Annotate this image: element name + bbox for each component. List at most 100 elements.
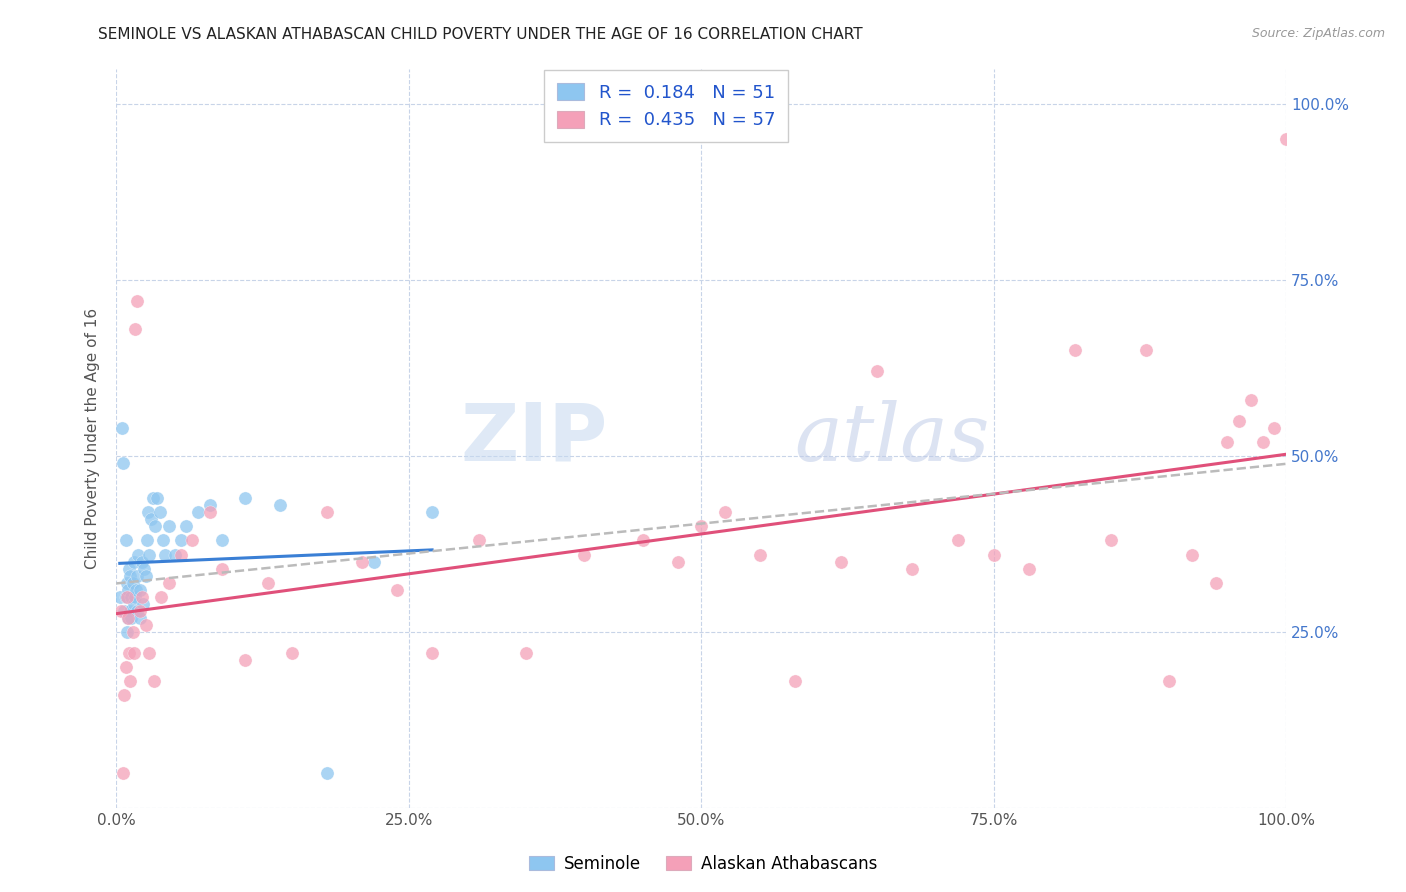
Point xyxy=(127,293,149,308)
Point xyxy=(350,555,373,569)
Text: Source: ZipAtlas.com: Source: ZipAtlas.com xyxy=(1251,27,1385,40)
Point xyxy=(187,505,209,519)
Point xyxy=(127,568,149,582)
Text: ZIP: ZIP xyxy=(460,400,607,477)
Point xyxy=(280,646,302,660)
Point xyxy=(783,674,806,689)
Point xyxy=(117,611,139,625)
Point xyxy=(1064,343,1087,358)
Point xyxy=(134,618,156,632)
Point xyxy=(122,555,145,569)
Point xyxy=(690,519,713,533)
Point xyxy=(111,421,134,435)
Point xyxy=(157,519,180,533)
Point xyxy=(233,491,256,505)
Point xyxy=(1099,533,1122,548)
Point xyxy=(420,505,443,519)
Point xyxy=(114,604,136,618)
Point xyxy=(131,555,153,569)
Point xyxy=(163,548,186,562)
Point xyxy=(110,604,132,618)
Point xyxy=(143,519,166,533)
Point xyxy=(108,590,131,604)
Point xyxy=(115,625,138,640)
Point xyxy=(125,582,148,597)
Point xyxy=(385,582,408,597)
Point xyxy=(269,498,291,512)
Point xyxy=(112,456,135,470)
Point xyxy=(141,512,163,526)
Point xyxy=(118,561,141,575)
Point xyxy=(114,533,136,548)
Point xyxy=(257,575,280,590)
Point xyxy=(146,491,169,505)
Point xyxy=(149,590,172,604)
Point xyxy=(112,765,135,780)
Point xyxy=(121,625,143,640)
Point xyxy=(138,646,160,660)
Point xyxy=(141,491,163,505)
Point xyxy=(115,590,138,604)
Point xyxy=(120,568,142,582)
Point xyxy=(1018,561,1040,575)
Point xyxy=(128,604,150,618)
Point xyxy=(198,505,221,519)
Point xyxy=(135,533,157,548)
Point xyxy=(128,611,150,625)
Point xyxy=(128,582,150,597)
Point xyxy=(134,561,156,575)
Point xyxy=(157,575,180,590)
Point xyxy=(148,505,170,519)
Point xyxy=(315,505,337,519)
Point xyxy=(114,590,136,604)
Point xyxy=(121,575,143,590)
Point xyxy=(136,505,159,519)
Point xyxy=(181,533,204,548)
Point xyxy=(713,505,735,519)
Y-axis label: Child Poverty Under the Age of 16: Child Poverty Under the Age of 16 xyxy=(86,308,100,569)
Point xyxy=(468,533,491,548)
Text: atlas: atlas xyxy=(794,400,990,477)
Point xyxy=(233,653,256,667)
Legend: R =  0.184   N = 51, R =  0.435   N = 57: R = 0.184 N = 51, R = 0.435 N = 57 xyxy=(544,70,787,142)
Point xyxy=(865,364,887,378)
Point xyxy=(128,548,150,562)
Point xyxy=(127,604,149,618)
Point xyxy=(211,533,233,548)
Point xyxy=(120,604,142,618)
Point xyxy=(176,519,198,533)
Point xyxy=(1216,434,1239,449)
Point xyxy=(114,689,136,703)
Text: SEMINOLE VS ALASKAN ATHABASCAN CHILD POVERTY UNDER THE AGE OF 16 CORRELATION CHA: SEMINOLE VS ALASKAN ATHABASCAN CHILD POV… xyxy=(98,27,863,42)
Point xyxy=(1263,421,1285,435)
Point xyxy=(169,548,191,562)
Point xyxy=(1135,343,1157,358)
Point xyxy=(169,533,191,548)
Point xyxy=(211,561,233,575)
Point xyxy=(198,498,221,512)
Point xyxy=(118,646,141,660)
Point xyxy=(420,646,443,660)
Point xyxy=(114,660,136,674)
Point xyxy=(1251,434,1274,449)
Point xyxy=(122,646,145,660)
Point xyxy=(1240,392,1263,407)
Point xyxy=(363,555,385,569)
Point xyxy=(124,322,146,336)
Point xyxy=(1157,674,1180,689)
Point xyxy=(124,590,146,604)
Point xyxy=(1227,414,1250,428)
Point xyxy=(121,590,143,604)
Point xyxy=(830,555,852,569)
Point xyxy=(134,568,156,582)
Point xyxy=(515,646,537,660)
Point xyxy=(1181,548,1204,562)
Point xyxy=(155,548,177,562)
Point xyxy=(138,548,160,562)
Point xyxy=(117,611,139,625)
Point xyxy=(121,611,143,625)
Point xyxy=(983,548,1005,562)
Point xyxy=(152,533,174,548)
Point xyxy=(315,765,337,780)
Point xyxy=(115,575,138,590)
